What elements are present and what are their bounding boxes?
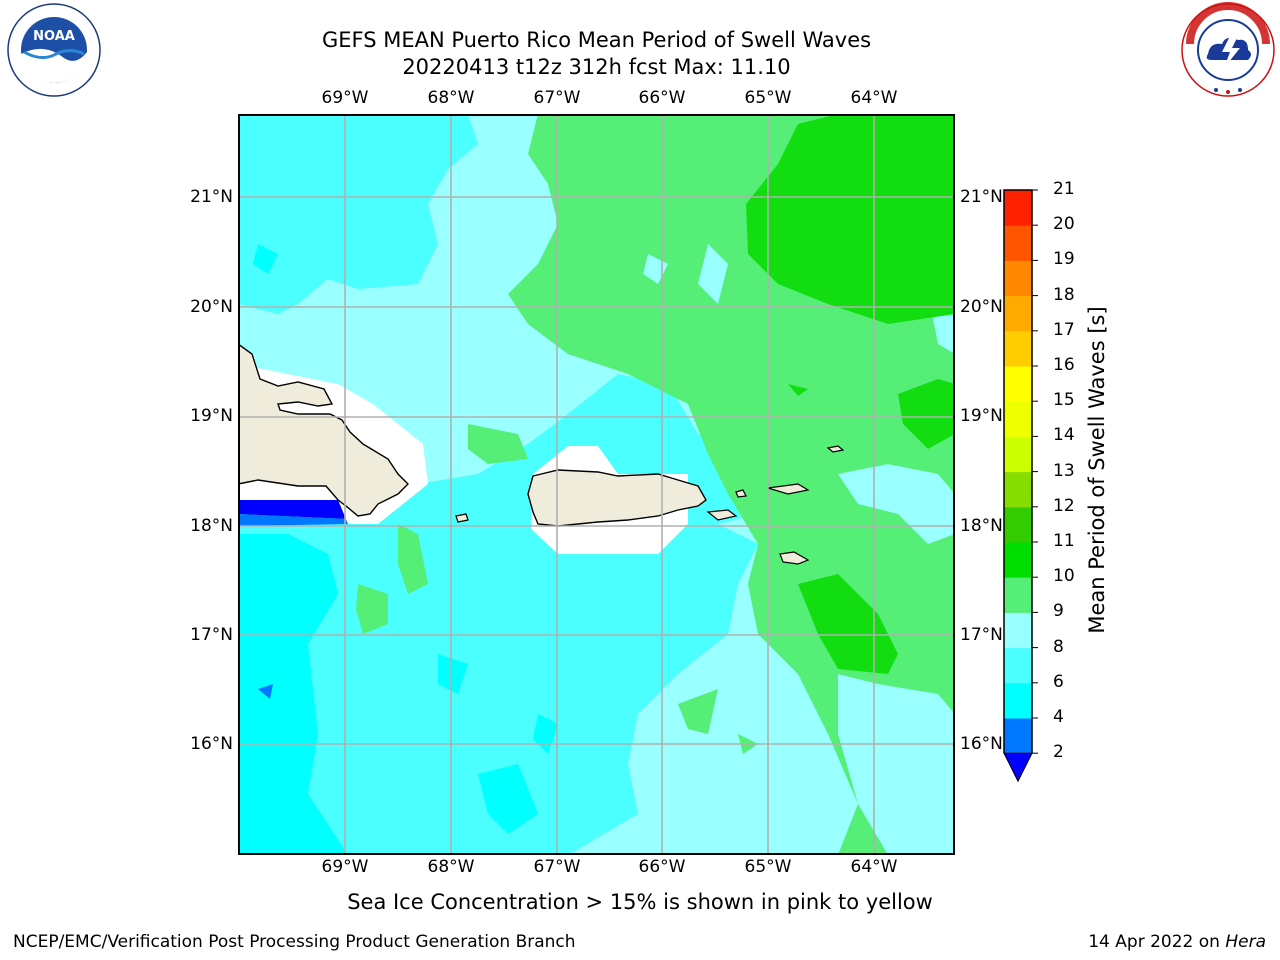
colorbar-segment bbox=[1004, 577, 1032, 613]
colorbar-tick-label: 15 bbox=[1053, 390, 1075, 411]
colorbar-tick-label: 11 bbox=[1053, 531, 1075, 551]
mona-land bbox=[455, 513, 469, 523]
colorbar-segment bbox=[1004, 647, 1032, 684]
graticule bbox=[238, 114, 955, 855]
footer-date: 14 Apr 2022 on Hera bbox=[1088, 932, 1266, 952]
field-2-4-spot bbox=[258, 684, 273, 699]
colorbar-tick-label: 9 bbox=[1053, 601, 1064, 622]
lat-label-left: 20°N bbox=[190, 297, 233, 317]
chart-subtitle: 20220413 t12z 312h fcst Max: 11.10 bbox=[402, 55, 791, 79]
noaa-logo: NOAA bbox=[7, 3, 101, 97]
lon-label-bottom: 66°W bbox=[638, 857, 686, 877]
swell-period-map bbox=[238, 114, 955, 855]
lat-label-right: 18°N bbox=[960, 516, 1003, 536]
footer-date-text: 14 Apr 2022 on bbox=[1088, 932, 1226, 952]
lat-label-left: 19°N bbox=[190, 406, 233, 426]
colorbar-segment bbox=[1004, 330, 1032, 367]
hispaniola-land bbox=[238, 343, 409, 517]
noaa-logo-text: NOAA bbox=[33, 29, 75, 44]
lon-label-bottom: 64°W bbox=[850, 857, 898, 877]
vieques-land bbox=[706, 509, 738, 521]
lon-label-top: 64°W bbox=[850, 88, 898, 108]
field-10-11 bbox=[746, 114, 955, 674]
colorbar-tick-label: 4 bbox=[1053, 707, 1064, 727]
colorbar-segment bbox=[1004, 506, 1032, 543]
colorbar-segment bbox=[1004, 295, 1032, 332]
colorbar-tick-label: 20 bbox=[1053, 214, 1075, 235]
lon-label-bottom: 67°W bbox=[533, 857, 581, 877]
anguilla-land bbox=[826, 445, 845, 453]
colorbar-segment bbox=[1004, 542, 1032, 578]
lon-label-top: 67°W bbox=[533, 88, 581, 108]
lat-label-right: 21°N bbox=[960, 187, 1003, 207]
nws-logo bbox=[1181, 2, 1275, 97]
lat-label-right: 19°N bbox=[960, 406, 1003, 426]
lat-label-left: 17°N bbox=[190, 625, 233, 645]
lat-label-right: 16°N bbox=[960, 734, 1003, 754]
field-lt-2 bbox=[238, 500, 348, 519]
colorbar-tick-label: 6 bbox=[1053, 671, 1064, 692]
colorbar-segment bbox=[1004, 682, 1032, 719]
colorbar-segment bbox=[1004, 436, 1032, 473]
colorbar-tick-label: 2 bbox=[1053, 742, 1064, 763]
colorbar-tick-label: 21 bbox=[1053, 179, 1075, 199]
field-2-4 bbox=[238, 514, 353, 526]
colorbar-tick-label: 8 bbox=[1053, 636, 1064, 657]
lon-label-bottom: 68°W bbox=[427, 857, 475, 877]
sea-ice-caption: Sea Ice Concentration > 15% is shown in … bbox=[347, 890, 933, 914]
lat-label-left: 18°N bbox=[190, 516, 233, 536]
lon-label-top: 65°W bbox=[744, 88, 792, 108]
colorbar-segment bbox=[1004, 718, 1032, 754]
colorbar-segment bbox=[1004, 401, 1032, 437]
lon-label-top: 66°W bbox=[638, 88, 686, 108]
colorbar-segment bbox=[1004, 471, 1032, 508]
footer-host: Hera bbox=[1225, 932, 1266, 952]
footer-credit: NCEP/EMC/Verification Post Processing Pr… bbox=[13, 932, 576, 952]
colorbar-segment bbox=[1004, 612, 1032, 649]
colorbar-label: Mean Period of Swell Waves [s] bbox=[1085, 306, 1109, 634]
colorbar-tick-label: 13 bbox=[1053, 460, 1075, 481]
colorbar-tick-label: 14 bbox=[1053, 425, 1075, 446]
colorbar-tick-label: 18 bbox=[1053, 284, 1075, 305]
colorbar-tick-label: 12 bbox=[1053, 495, 1075, 516]
colorbar-segment bbox=[1004, 225, 1032, 261]
colorbar-tick-label: 17 bbox=[1053, 319, 1075, 340]
colorbar-tick-label: 19 bbox=[1053, 249, 1075, 270]
st-croix-land bbox=[779, 551, 810, 565]
field-4-6 bbox=[238, 244, 558, 855]
lon-label-top: 69°W bbox=[321, 88, 369, 108]
lon-label-bottom: 65°W bbox=[744, 857, 792, 877]
lat-label-right: 20°N bbox=[960, 297, 1003, 317]
colorbar-tick-label: 16 bbox=[1053, 355, 1075, 375]
lon-label-bottom: 69°W bbox=[321, 857, 369, 877]
colorbar-segment bbox=[1004, 366, 1032, 402]
chart-title: GEFS MEAN Puerto Rico Mean Period of Swe… bbox=[321, 28, 872, 52]
lon-label-top: 68°W bbox=[427, 88, 475, 108]
map-frame bbox=[238, 114, 955, 855]
lat-label-right: 17°N bbox=[960, 625, 1003, 645]
culebra-land bbox=[735, 489, 747, 498]
colorbar-segment bbox=[1004, 190, 1032, 226]
colorbar-tick-label: 10 bbox=[1053, 566, 1075, 587]
lat-label-left: 16°N bbox=[190, 734, 233, 754]
colorbar bbox=[1003, 189, 1038, 783]
lat-label-left: 21°N bbox=[190, 187, 233, 207]
virgin-islands-land bbox=[767, 483, 810, 495]
colorbar-segment bbox=[1004, 260, 1032, 297]
colorbar-extend-arrow bbox=[1003, 752, 1033, 783]
